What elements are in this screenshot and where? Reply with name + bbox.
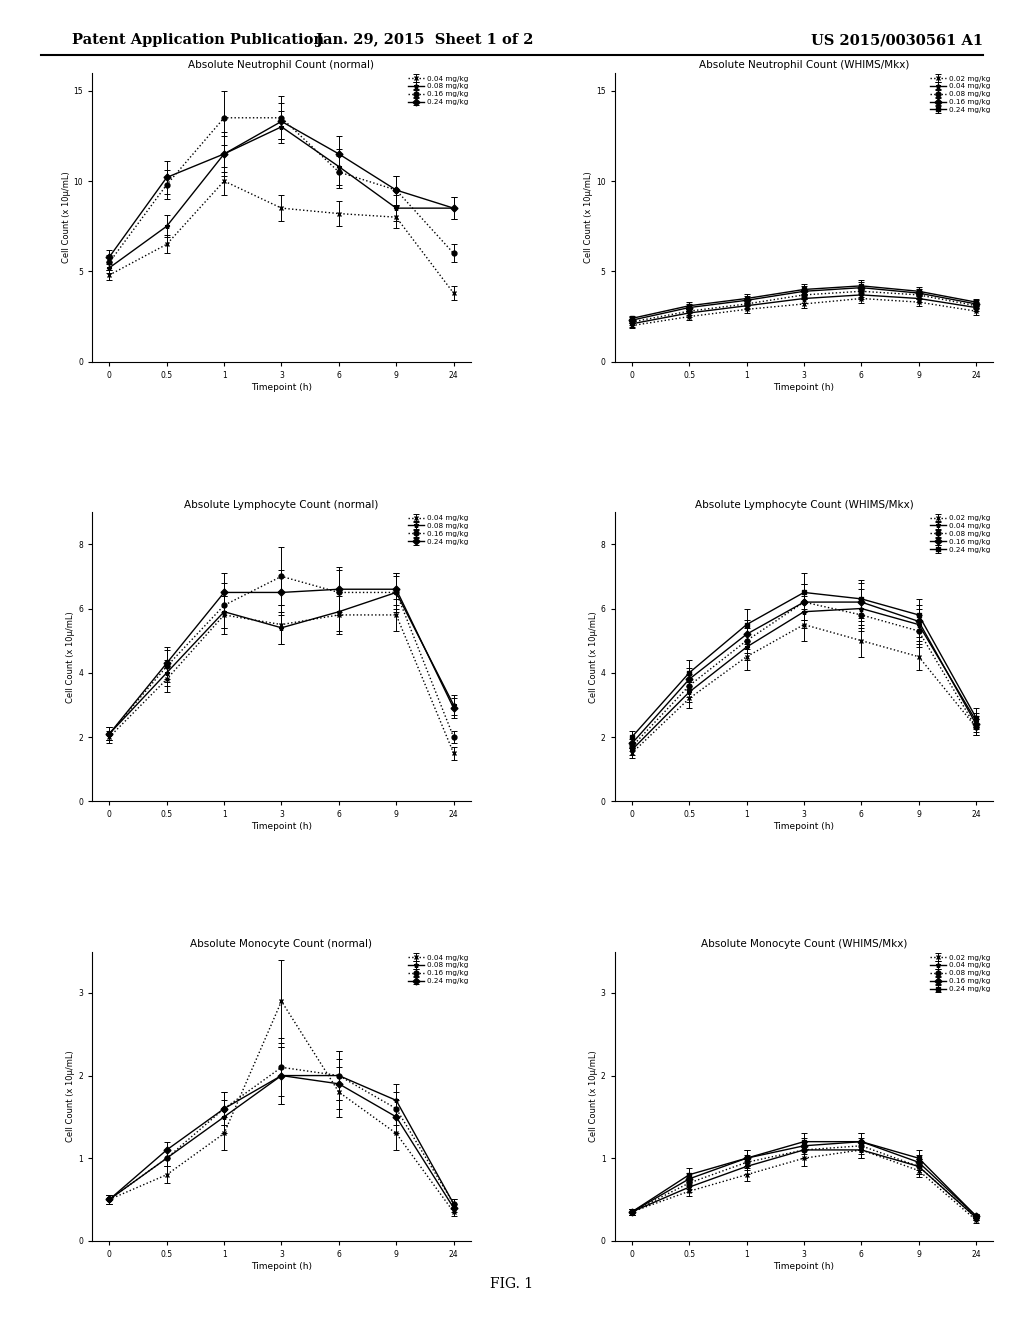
Title: Absolute Monocyte Count (normal): Absolute Monocyte Count (normal) [190,940,373,949]
Y-axis label: Cell Count (x 10µ/mL): Cell Count (x 10µ/mL) [61,172,71,263]
Y-axis label: Cell Count (x 10µ/mL): Cell Count (x 10µ/mL) [585,172,593,263]
Text: FIG. 1: FIG. 1 [490,1276,534,1291]
Legend: 0.04 mg/kg, 0.08 mg/kg, 0.16 mg/kg, 0.24 mg/kg: 0.04 mg/kg, 0.08 mg/kg, 0.16 mg/kg, 0.24… [407,74,469,107]
X-axis label: Timepoint (h): Timepoint (h) [251,1262,312,1271]
X-axis label: Timepoint (h): Timepoint (h) [251,822,312,832]
Legend: 0.02 mg/kg, 0.04 mg/kg, 0.08 mg/kg, 0.16 mg/kg, 0.24 mg/kg: 0.02 mg/kg, 0.04 mg/kg, 0.08 mg/kg, 0.16… [929,513,992,554]
Y-axis label: Cell Count (x 10µ/mL): Cell Count (x 10µ/mL) [589,611,598,702]
Title: Absolute Neutrophil Count (WHIMS/Mkx): Absolute Neutrophil Count (WHIMS/Mkx) [698,61,909,70]
X-axis label: Timepoint (h): Timepoint (h) [773,1262,835,1271]
X-axis label: Timepoint (h): Timepoint (h) [773,383,835,392]
Y-axis label: Cell Count (x 10µ/mL): Cell Count (x 10µ/mL) [589,1051,598,1142]
Text: US 2015/0030561 A1: US 2015/0030561 A1 [811,33,983,48]
Legend: 0.04 mg/kg, 0.08 mg/kg, 0.16 mg/kg, 0.24 mg/kg: 0.04 mg/kg, 0.08 mg/kg, 0.16 mg/kg, 0.24… [407,953,469,986]
Legend: 0.04 mg/kg, 0.08 mg/kg, 0.16 mg/kg, 0.24 mg/kg: 0.04 mg/kg, 0.08 mg/kg, 0.16 mg/kg, 0.24… [407,513,469,546]
Text: Jan. 29, 2015  Sheet 1 of 2: Jan. 29, 2015 Sheet 1 of 2 [316,33,534,48]
Y-axis label: Cell Count (x 10µ/mL): Cell Count (x 10µ/mL) [67,611,76,702]
Title: Absolute Monocyte Count (WHIMS/Mkx): Absolute Monocyte Count (WHIMS/Mkx) [700,940,907,949]
Title: Absolute Lymphocyte Count (WHIMS/Mkx): Absolute Lymphocyte Count (WHIMS/Mkx) [694,500,913,510]
Y-axis label: Cell Count (x 10µ/mL): Cell Count (x 10µ/mL) [67,1051,76,1142]
Legend: 0.02 mg/kg, 0.04 mg/kg, 0.08 mg/kg, 0.16 mg/kg, 0.24 mg/kg: 0.02 mg/kg, 0.04 mg/kg, 0.08 mg/kg, 0.16… [929,74,992,115]
Legend: 0.02 mg/kg, 0.04 mg/kg, 0.08 mg/kg, 0.16 mg/kg, 0.24 mg/kg: 0.02 mg/kg, 0.04 mg/kg, 0.08 mg/kg, 0.16… [929,953,992,994]
X-axis label: Timepoint (h): Timepoint (h) [251,383,312,392]
X-axis label: Timepoint (h): Timepoint (h) [773,822,835,832]
Title: Absolute Neutrophil Count (normal): Absolute Neutrophil Count (normal) [188,61,375,70]
Title: Absolute Lymphocyte Count (normal): Absolute Lymphocyte Count (normal) [184,500,379,510]
Text: Patent Application Publication: Patent Application Publication [72,33,324,48]
